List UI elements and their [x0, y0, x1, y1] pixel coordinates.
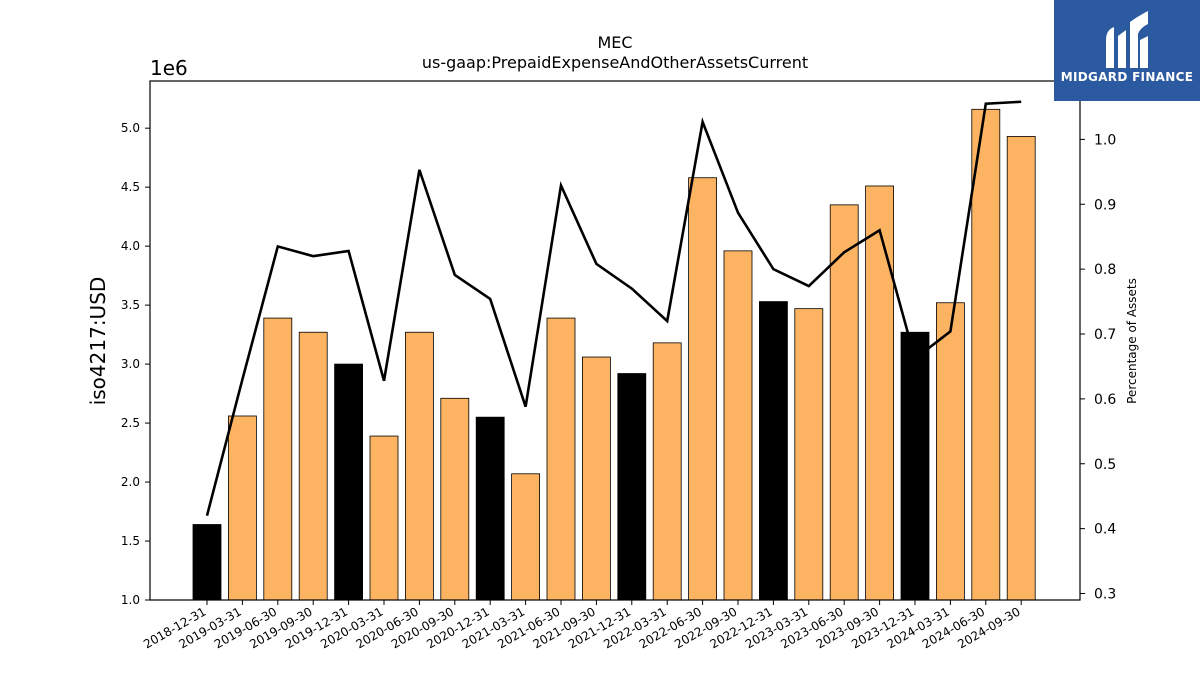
- y-right-tick-label: 0.9: [1094, 197, 1116, 213]
- bar-2019-09-30: [298, 331, 328, 601]
- y-tick-label: 3.5: [121, 298, 140, 312]
- y-tick-label: 4.5: [121, 180, 140, 194]
- y-right-tick-label: 0.6: [1094, 392, 1116, 408]
- midgard-finance-logo: MIDGARD FINANCE: [1054, 0, 1200, 101]
- bar-2023-03-31: [794, 308, 824, 601]
- logo-mark-icon: [1106, 11, 1148, 68]
- plot-frame: [149, 80, 1081, 601]
- bar-2022-09-30: [723, 250, 753, 601]
- bar-2020-09-30: [440, 397, 470, 601]
- bar-2023-09-30: [865, 185, 894, 601]
- y-axis-right-label: Percentage of Assets: [1125, 278, 1139, 404]
- percentage-line: [205, 100, 1022, 516]
- bar-2021-06-30: [546, 317, 576, 601]
- y-right-tick-label: 0.3: [1094, 587, 1116, 603]
- y-right-tick-label: 0.7: [1094, 327, 1116, 343]
- bar-2024-06-30: [971, 108, 1001, 601]
- logo-background: [1054, 0, 1200, 101]
- y-tick-label: 1.5: [121, 534, 140, 548]
- bar-2023-06-30: [829, 204, 859, 601]
- bars-group: [192, 108, 1036, 601]
- bar-2018-12-31: [192, 524, 222, 601]
- y-axis-label: iso4217:USD: [86, 277, 110, 406]
- x-ticks: 2018-12-312019-03-312019-06-302019-09-30…: [141, 600, 1023, 651]
- y-tick-label: 2.5: [121, 416, 140, 430]
- y-tick-label: 2.0: [121, 475, 140, 489]
- y-tick-label: 3.0: [121, 357, 140, 371]
- bar-2019-12-31: [334, 363, 364, 601]
- bar-2020-03-31: [369, 435, 399, 601]
- line-group: [205, 100, 1022, 516]
- bar-2022-12-31: [759, 301, 788, 601]
- bar-2023-12-31: [900, 331, 930, 601]
- bar-2021-12-31: [617, 373, 647, 601]
- y-ticks-right: 0.3 0.4 0.5 0.6 0.7 0.8 0.9 1.0: [1080, 132, 1116, 603]
- bar-2022-06-30: [688, 177, 717, 601]
- bar-2021-09-30: [582, 356, 611, 601]
- logo-text: MIDGARD FINANCE: [1061, 70, 1193, 84]
- y-tick-label: 4.0: [121, 239, 140, 253]
- bar-2022-03-31: [652, 342, 682, 601]
- bar-2024-09-30: [1006, 136, 1036, 601]
- y-right-tick-label: 0.4: [1094, 522, 1116, 538]
- bar-2024-03-31: [936, 302, 965, 601]
- chart-title: MEC: [597, 33, 632, 52]
- bar-2019-06-30: [263, 317, 293, 601]
- bar-2019-03-31: [227, 415, 257, 601]
- y-tick-label: 5.0: [121, 121, 140, 135]
- y-right-tick-label: 0.5: [1094, 457, 1116, 473]
- y-right-tick-label: 0.8: [1094, 262, 1116, 278]
- chart-subtitle: us-gaap:PrepaidExpenseAndOtherAssetsCurr…: [422, 53, 808, 72]
- y-ticks-left: 1.0 1.5 2.0 2.5 3.0 3.5 4.0 4.5 5.0: [121, 121, 150, 607]
- y-tick-label: 1.0: [121, 593, 140, 607]
- y-offset-label: 1e6: [150, 56, 188, 80]
- bar-2020-12-31: [475, 416, 505, 601]
- y-right-tick-label: 1.0: [1094, 132, 1116, 148]
- bar-2021-03-31: [511, 473, 541, 601]
- bar-2020-06-30: [404, 331, 434, 601]
